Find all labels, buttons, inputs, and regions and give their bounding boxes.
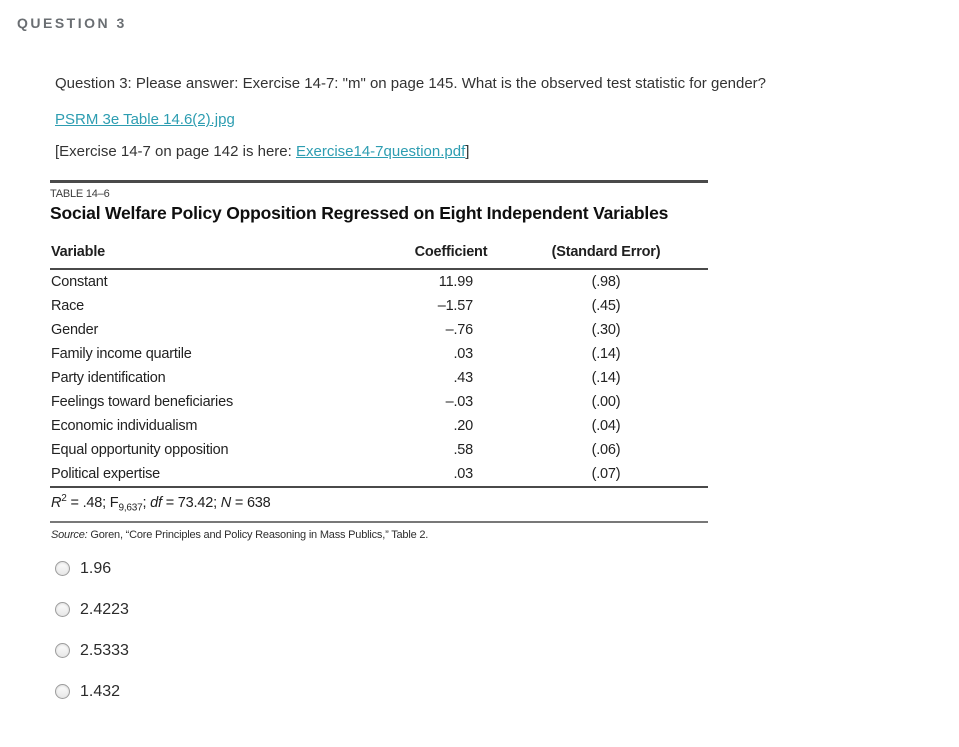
cell-standard-error: (.98) [591, 273, 621, 290]
cell-standard-error: (.45) [591, 297, 621, 314]
col-header-standard-error: (Standard Error) [551, 244, 661, 261]
option-label: 1.96 [80, 559, 112, 577]
cell-variable: Party identification [51, 369, 166, 386]
radio-button-icon[interactable] [55, 684, 70, 700]
stat-f-subscript: 9,637 [118, 502, 143, 514]
exercise-pdf-link[interactable]: Exercise14-7question.pdf [295, 143, 466, 161]
stat-r-superscript: 2 [61, 493, 67, 505]
col-header-variable: Variable [51, 244, 106, 261]
table-row: Constant 11.99 (.98) [50, 270, 708, 294]
table-row: Family income quartile .03 (.14) [50, 342, 708, 366]
option-label: 2.5333 [80, 641, 129, 659]
cell-coefficient: 11.99 [438, 273, 473, 290]
radio-button-icon[interactable] [55, 561, 70, 577]
radio-button-icon[interactable] [55, 602, 70, 618]
cell-variable: Political expertise [51, 465, 161, 482]
cell-coefficient: –.03 [445, 393, 474, 410]
answer-option-1[interactable]: 1.96 [55, 560, 959, 578]
cell-standard-error: (.30) [591, 321, 621, 338]
answer-option-3[interactable]: 2.5333 [55, 642, 959, 660]
option-label: 1.432 [80, 682, 121, 700]
exercise-note: [Exercise 14-7 on page 142 is here: Exer… [55, 143, 959, 160]
cell-variable: Race [51, 297, 85, 314]
stat-n: N [220, 495, 232, 512]
cell-coefficient: .03 [453, 345, 473, 362]
cell-standard-error: (.14) [591, 369, 621, 386]
col-header-coefficient: Coefficient [414, 244, 488, 261]
attachment-line: PSRM 3e Table 14.6(2).jpg [55, 111, 959, 128]
cell-variable: Economic individualism [51, 417, 198, 434]
cell-standard-error: (.00) [591, 393, 621, 410]
cell-coefficient: .58 [453, 441, 473, 458]
stat-part2: ; [142, 495, 151, 512]
source-text: Goren, “Core Principles and Policy Reaso… [87, 528, 429, 541]
source-label: Source: [51, 528, 88, 541]
table-row: Gender –.76 (.30) [50, 318, 708, 342]
question-text: Question 3: Please answer: Exercise 14-7… [55, 75, 767, 92]
cell-variable: Equal opportunity opposition [51, 441, 229, 458]
table-row: Party identification .43 (.14) [50, 366, 708, 390]
answer-option-2[interactable]: 2.4223 [55, 601, 959, 619]
cell-standard-error: (.07) [591, 465, 621, 482]
table-source-line: Source: Goren, “Core Principles and Poli… [50, 529, 708, 541]
cell-variable: Family income quartile [51, 345, 192, 362]
table-number-label: TABLE 14–6 [50, 188, 110, 201]
cell-standard-error: (.06) [591, 441, 621, 458]
exercise-note-prefix: [Exercise 14-7 on page 142 is here: [55, 143, 296, 161]
answer-options: 1.96 2.4223 2.5333 1.432 [55, 560, 959, 701]
table-figure-image: TABLE 14–6 Social Welfare Policy Opposit… [50, 180, 708, 541]
table-row: Economic individualism .20 (.04) [50, 414, 708, 438]
table-title: Social Welfare Policy Opposition Regress… [50, 203, 669, 224]
table-row: Equal opportunity opposition .58 (.06) [50, 438, 708, 462]
table-row: Feelings toward beneficiaries –.03 (.00) [50, 390, 708, 414]
cell-coefficient: –.76 [445, 321, 474, 338]
cell-variable: Constant [51, 273, 108, 290]
option-label: 2.4223 [80, 600, 129, 618]
radio-button-icon[interactable] [55, 643, 70, 659]
stat-part4: = 638 [231, 495, 271, 512]
cell-variable: Feelings toward beneficiaries [51, 393, 233, 410]
attachment-link[interactable]: PSRM 3e Table 14.6(2).jpg [55, 111, 235, 129]
stat-part1: = .48; F [66, 495, 119, 512]
question-heading: QUESTION 3 [17, 15, 127, 31]
table-row: Race –1.57 (.45) [50, 294, 708, 318]
cell-coefficient: .43 [453, 369, 473, 386]
exercise-note-suffix: ] [465, 143, 470, 161]
stat-part3: = 73.42; [161, 495, 221, 512]
stat-r: R [51, 495, 62, 512]
table-top-rule [50, 180, 708, 184]
table-column-headers: Variable Coefficient (Standard Error) [50, 224, 708, 271]
cell-coefficient: –1.57 [437, 297, 473, 314]
answer-option-4[interactable]: 1.432 [55, 683, 959, 701]
cell-standard-error: (.14) [591, 345, 621, 362]
cell-variable: Gender [51, 321, 99, 338]
cell-coefficient: .03 [453, 465, 473, 482]
cell-coefficient: .20 [453, 417, 473, 434]
stat-df: df [150, 495, 162, 512]
cell-standard-error: (.04) [591, 417, 621, 434]
table-row: Political expertise .03 (.07) [50, 462, 708, 486]
table-stats-line: R2 = .48; F9,637; df = 73.42; N = 638 [50, 486, 708, 523]
